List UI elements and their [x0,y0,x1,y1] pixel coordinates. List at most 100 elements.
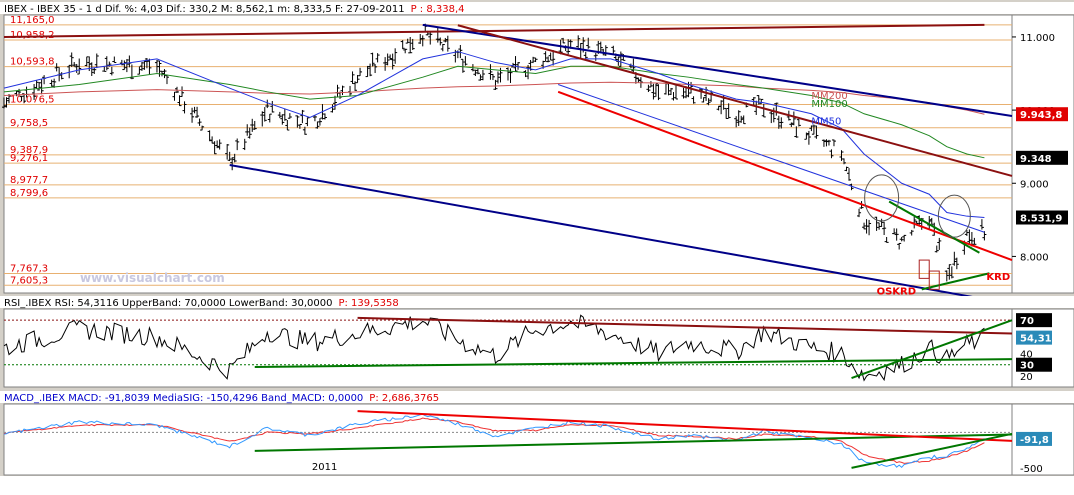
price-bar [235,138,240,151]
price-bar [37,82,42,91]
price-bar [277,111,282,119]
price-bar [192,106,197,114]
price-bar [295,115,300,128]
price-bar [671,92,676,101]
price-bar [420,35,425,47]
macd-header: MACD_.IBEX MACD: -91,8039 MediaSIG: -150… [4,393,439,404]
price-bar [533,57,538,63]
price-bar [847,168,852,181]
annotation-mm50: MM50 [811,117,841,128]
price-plot-area [3,14,1013,294]
price-bar [586,37,591,49]
price-bar [458,44,463,59]
price-bar [546,56,551,63]
price-bar [297,123,302,129]
rsi-header: RSI_.IBEX RSI: 54,3116 UpperBand: 70,000… [4,298,399,309]
price-header: IBEX - IBEX 35 - 1 d Dif. %: 4,03 Dif.: … [4,4,465,15]
price-bar [92,67,97,75]
macd-header-part: MACD_.IBEX MACD: -91,8039 MediaSIG: -150… [4,393,363,404]
price-bar [478,74,483,81]
annotation-oskrd: OSKRD [877,286,916,297]
price-bar [215,140,220,149]
price-bar [821,139,826,147]
price-bar [32,84,37,100]
price-bar [829,149,834,159]
price-header-bg [0,2,1074,14]
price-panel: IBEX - IBEX 35 - 1 d Dif. %: 4,03 Dif.: … [0,2,1074,305]
price-bar [791,111,796,126]
price-bar [463,56,468,66]
x-axis-bg [0,476,1074,495]
price-bar [443,37,448,43]
price-bar [937,237,942,250]
price-bar [197,118,202,126]
price-bar [353,81,358,91]
price-bar [774,102,779,116]
price-bar [972,237,977,245]
price-bar [495,71,500,84]
price-bar [460,58,465,73]
price-bar [195,106,200,118]
price-bar [964,229,969,236]
price-bar [877,222,882,230]
price-bar [982,231,987,241]
oskrd-box [918,259,930,279]
price-bar [230,157,235,171]
price-bar [593,52,598,61]
price-y-tick-label: 8.000 [1020,252,1049,263]
rsi-badge-bg [1016,313,1052,328]
price-bar [77,58,82,75]
price-bar [796,119,801,127]
price-bar [806,130,811,145]
trend-line-lower-navy [229,163,1013,305]
price-bar [648,81,653,88]
price-bar [651,83,656,100]
price-bar [488,64,493,80]
price-bar [543,51,548,62]
price-bar [370,52,375,67]
price-bar [250,118,255,132]
price-bar [232,153,237,163]
year-marker: 2011 [312,462,337,473]
price-badge-bg [1016,107,1068,122]
price-bar [34,80,39,89]
annotation-mm100: MM100 [811,99,847,110]
price-bar [2,97,6,109]
price-badge-bg [1016,150,1068,165]
price-bar [811,124,816,135]
price-bar [804,132,809,140]
price-bar [892,228,897,235]
price-bar [523,70,528,78]
price-bar [365,65,370,78]
price-bar [440,43,445,52]
level-label: 9,758,5 [10,118,48,129]
level-label: 10,593,8 [10,57,55,68]
price-bar [513,56,518,72]
price-badge-bg [1016,210,1068,225]
price-bar [162,69,167,79]
macd-plot-area [3,403,1013,476]
price-bar [761,103,766,118]
price-bar [862,222,867,230]
price-bar [368,63,373,77]
rsi-badge: 54,31 [1020,334,1052,345]
price-bar [857,208,862,218]
price-bar [598,41,603,52]
price-bar [576,35,581,48]
rsi-trend-upper [357,316,1013,335]
price-bar [330,104,335,113]
price-bar [285,119,290,131]
price-bar [646,84,651,93]
price-bar [137,66,142,75]
price-bar [636,77,641,83]
price-header-part: P : 8,338,4 [411,4,465,15]
price-bar [69,52,74,67]
price-bar [408,36,413,54]
price-bar [899,236,904,242]
price-bar [969,232,974,247]
price-bar [74,63,79,73]
price-bar [867,219,872,236]
price-bar [779,117,784,129]
price-bar [776,115,781,129]
rsi-y-tick-label: 40 [1020,350,1033,361]
